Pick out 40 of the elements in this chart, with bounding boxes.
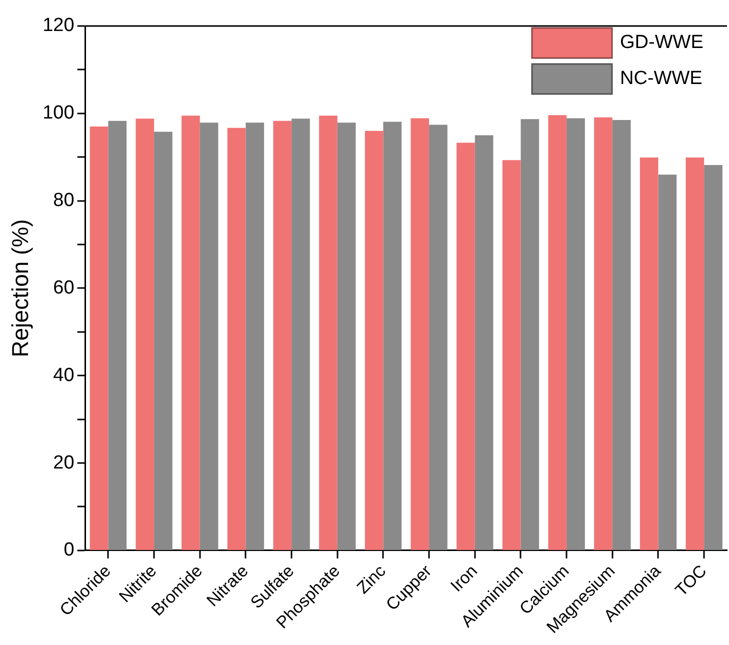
- bar: [429, 124, 448, 550]
- x-tick-label: TOC: [672, 561, 710, 600]
- bar: [136, 118, 154, 550]
- bar: [520, 119, 540, 550]
- legend-label: NC-WWE: [620, 68, 702, 90]
- bar: [182, 116, 200, 550]
- bar: [566, 118, 585, 550]
- y-tick-label: 120: [42, 15, 74, 36]
- bar: [612, 120, 631, 550]
- y-tick-label: 0: [64, 540, 74, 561]
- x-tick-label: Zinc: [353, 561, 390, 598]
- bar: [227, 128, 246, 550]
- bar: [200, 122, 218, 550]
- bar: [319, 116, 338, 550]
- bar: [246, 122, 264, 550]
- y-tick-label: 60: [53, 277, 74, 298]
- bar: [658, 174, 677, 550]
- bar: [273, 120, 292, 550]
- bar: [456, 142, 475, 550]
- y-tick-label: 20: [53, 452, 74, 474]
- bar: [292, 118, 310, 550]
- y-tick-label: 80: [53, 190, 74, 212]
- bar: [364, 130, 384, 550]
- y-tick-label: 40: [53, 364, 74, 386]
- y-axis-title: Rejection (%): [7, 219, 34, 358]
- bar: [704, 164, 722, 550]
- y-tick-label: 100: [42, 102, 74, 124]
- legend-label: GD-WWE: [620, 32, 704, 54]
- bar: [337, 122, 356, 550]
- bar: [410, 118, 430, 550]
- bar: [640, 158, 658, 550]
- bar: [108, 120, 127, 550]
- bar: [548, 115, 567, 550]
- bar: [154, 132, 172, 550]
- bar: [383, 122, 402, 550]
- bar: [502, 160, 521, 550]
- bar: [474, 135, 494, 550]
- bar: [686, 158, 704, 550]
- bar: [594, 117, 612, 550]
- bar: [90, 126, 108, 550]
